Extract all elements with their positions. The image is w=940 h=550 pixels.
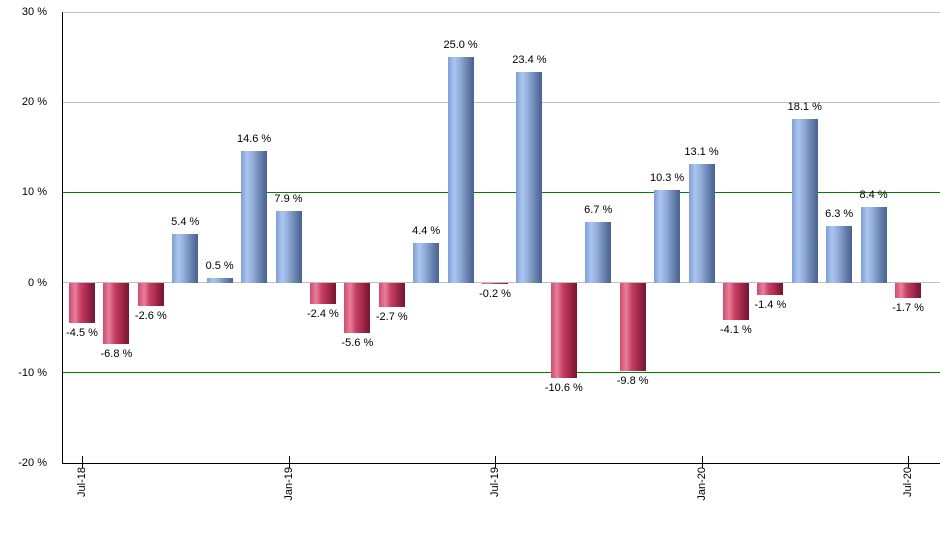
bar-value-label: 10.3 %	[649, 171, 685, 184]
gridline	[62, 11, 940, 13]
bar	[275, 211, 302, 283]
bar-value-label: 25.0 %	[443, 39, 478, 52]
x-tick-label: Jul-19	[489, 467, 501, 497]
y-tick-label: 10 %	[21, 186, 47, 199]
y-tick-label: 30 %	[21, 6, 47, 18]
bar	[860, 206, 887, 283]
bar	[550, 282, 577, 379]
bar-value-label: 13.1 %	[684, 146, 719, 159]
bar-value-label: -4.5 %	[66, 327, 98, 340]
x-tick-label: Jul-20	[902, 467, 914, 497]
bar	[69, 282, 95, 324]
bar	[482, 282, 508, 285]
bar	[413, 242, 440, 283]
highlight-gridline	[62, 372, 940, 374]
bar-value-label: 4.4 %	[412, 224, 441, 237]
bar	[654, 189, 681, 283]
bar	[722, 282, 749, 320]
bar-value-label: -6.8 %	[100, 347, 133, 360]
bar-value-label: -2.6 %	[134, 310, 167, 323]
bar-value-label: -2.7 %	[375, 310, 408, 323]
bar-value-label: 0.5 %	[205, 260, 234, 273]
x-axis-tick	[908, 456, 909, 468]
bar	[791, 119, 818, 283]
bar-value-label: 5.4 %	[171, 215, 200, 228]
y-tick-label: -20 %	[18, 457, 47, 469]
x-axis-tick	[495, 456, 496, 468]
bar	[206, 278, 233, 283]
bar	[619, 282, 646, 371]
bar	[172, 233, 199, 283]
bar	[895, 282, 921, 298]
bar	[103, 282, 130, 344]
bar	[585, 222, 612, 283]
bar-value-label: -10.6 %	[544, 382, 583, 395]
y-tick-label: 0 %	[28, 276, 47, 289]
x-tick-label: Jul-18	[76, 467, 88, 497]
bar-value-label: -2.4 %	[307, 308, 339, 321]
bar-value-label: 14.6 %	[236, 132, 272, 145]
y-tick-label: 20 %	[21, 96, 47, 109]
x-tick-label: Jan-20	[695, 467, 708, 501]
bar-value-label: 18.1 %	[787, 101, 822, 114]
bar-value-label: 8.4 %	[859, 188, 888, 201]
bar	[137, 282, 164, 307]
bar-value-label: -1.7 %	[892, 301, 924, 314]
bar-value-label: 7.9 %	[274, 193, 303, 206]
bar	[378, 282, 405, 307]
bar	[516, 71, 543, 283]
y-tick-label: -10 %	[18, 366, 47, 379]
bar-value-label: 6.3 %	[825, 207, 854, 220]
gridline	[62, 101, 940, 103]
y-axis	[62, 12, 63, 463]
bar	[447, 57, 474, 283]
x-axis	[62, 463, 940, 464]
bar-value-label: 23.4 %	[512, 53, 547, 66]
bar-value-label: -9.8 %	[616, 374, 649, 387]
x-axis-tick	[82, 456, 83, 468]
x-axis-tick	[701, 456, 703, 468]
bar-value-label: -1.4 %	[754, 299, 787, 312]
bar	[344, 282, 371, 334]
bar	[241, 150, 268, 283]
bar-value-label: -4.1 %	[720, 323, 752, 336]
bar	[826, 225, 853, 283]
bar-value-label: 6.7 %	[584, 204, 613, 217]
highlight-gridline	[62, 191, 940, 193]
bar	[688, 164, 715, 283]
bar-value-label: -5.6 %	[341, 337, 374, 350]
bar	[757, 282, 784, 296]
x-axis-tick	[288, 456, 290, 468]
bar-value-label: -0.2 %	[479, 288, 511, 301]
x-tick-label: Jan-19	[282, 467, 295, 501]
bar	[309, 282, 336, 305]
